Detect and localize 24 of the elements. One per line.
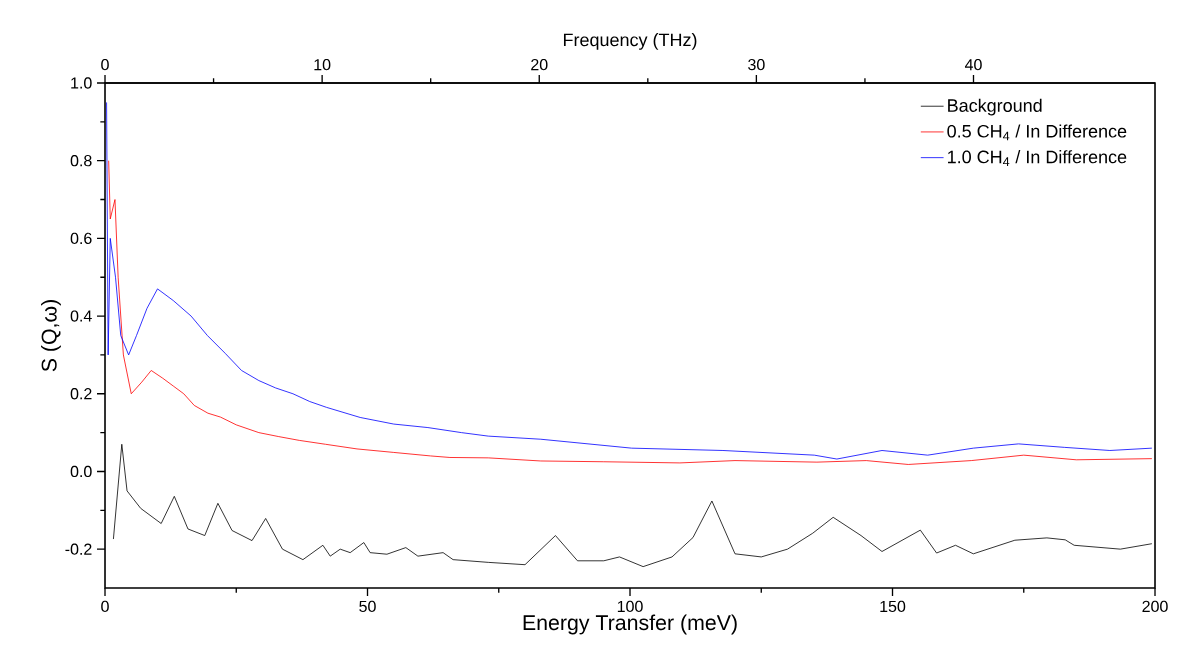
x-axis-title: Energy Transfer (meV) [523,614,737,635]
x-tick-label: 50 [359,600,376,613]
x-tick-label: 150 [880,600,906,613]
x2-tick-label: 10 [314,58,331,71]
y-tick-label: 0.8 [70,155,92,167]
y-axis-title: S (Q,ω) [41,300,61,372]
x2-tick-label: 40 [964,58,982,71]
y-tick-label: 0.6 [70,232,92,245]
x2-axis-title: Frequency (THz) [563,33,697,50]
x-tick-label: 100 [617,600,643,613]
y-tick-label: 1.0 [71,77,92,89]
y-tick-label: 0.2 [70,388,92,400]
x-tick-label: 0 [101,600,109,613]
x-tick-label: 200 [1142,600,1168,613]
legend-label: Background [948,98,1042,116]
x2-tick-label: 20 [531,58,548,71]
y-tick-label: 0.0 [70,465,92,478]
line-series [113,443,1153,568]
x2-tick-label: 30 [748,58,765,71]
legend-label: 1.0 CH$_{4}$ / In Difference [948,150,1127,167]
x2-tick-label: 0 [101,58,109,71]
y-tick-label: -0.2 [65,543,92,555]
y-tick-label: 0.4 [70,310,92,322]
legend-label: 0.5 CH$_{4}$ / In Difference [947,124,1127,141]
